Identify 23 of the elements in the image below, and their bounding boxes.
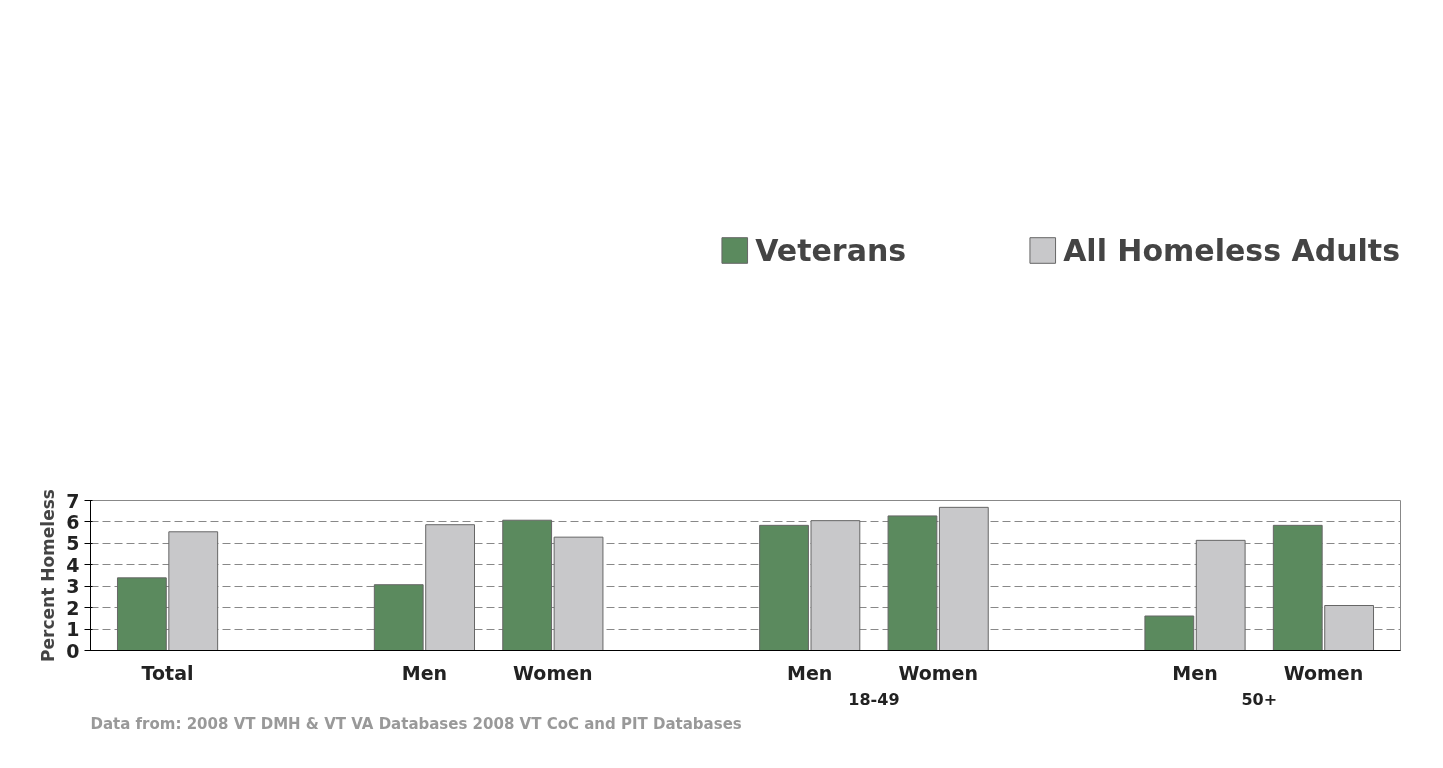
y-axis-title: Percent Homeless bbox=[38, 489, 59, 662]
y-tick-label: 5 bbox=[66, 532, 80, 555]
y-tick-label: 2 bbox=[66, 596, 80, 619]
x-tick-label: Men bbox=[1172, 661, 1218, 684]
x-tick-label: Total bbox=[141, 661, 194, 684]
y-tick-label: 3 bbox=[66, 575, 80, 598]
y-tick-label: 7 bbox=[66, 489, 80, 512]
legend-label: Veterans bbox=[755, 232, 907, 268]
bar bbox=[1195, 539, 1246, 651]
bar bbox=[1144, 615, 1195, 651]
y-tick-label: 6 bbox=[66, 510, 80, 533]
text: Data from: 2008 VT DMH & VT VA Databases 2008 VT CoC and PIT Databases bbox=[90, 714, 742, 733]
y-tick-label: 0 bbox=[66, 639, 80, 662]
y-tick-label: 1 bbox=[66, 618, 80, 641]
text: 18-49 bbox=[848, 689, 900, 709]
x-tick-label: Men bbox=[787, 661, 833, 684]
x-tick-label: Women bbox=[1283, 661, 1364, 684]
x-tick-label: Men bbox=[401, 661, 448, 684]
x-tick-label: Women bbox=[898, 661, 978, 684]
legend-label: All Homeless Adults bbox=[1063, 232, 1400, 268]
y-tick-label: 4 bbox=[66, 553, 80, 576]
text: 50+ bbox=[1241, 689, 1278, 709]
x-tick-label: Women bbox=[513, 661, 593, 684]
